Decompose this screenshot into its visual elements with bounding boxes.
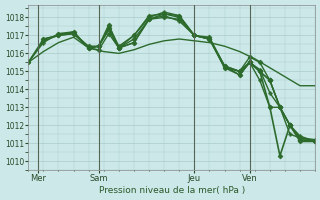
X-axis label: Pression niveau de la mer( hPa ): Pression niveau de la mer( hPa ) xyxy=(99,186,245,195)
